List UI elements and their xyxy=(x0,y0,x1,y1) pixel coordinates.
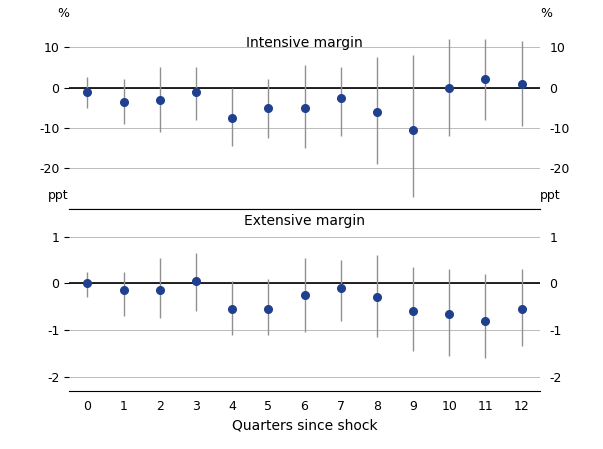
Text: ppt: ppt xyxy=(48,189,69,202)
Text: %: % xyxy=(57,7,69,20)
Text: %: % xyxy=(540,7,552,20)
Text: ppt: ppt xyxy=(540,189,561,202)
X-axis label: Quarters since shock: Quarters since shock xyxy=(232,419,377,433)
Text: Intensive margin: Intensive margin xyxy=(246,36,363,50)
Text: Extensive margin: Extensive margin xyxy=(244,214,365,228)
